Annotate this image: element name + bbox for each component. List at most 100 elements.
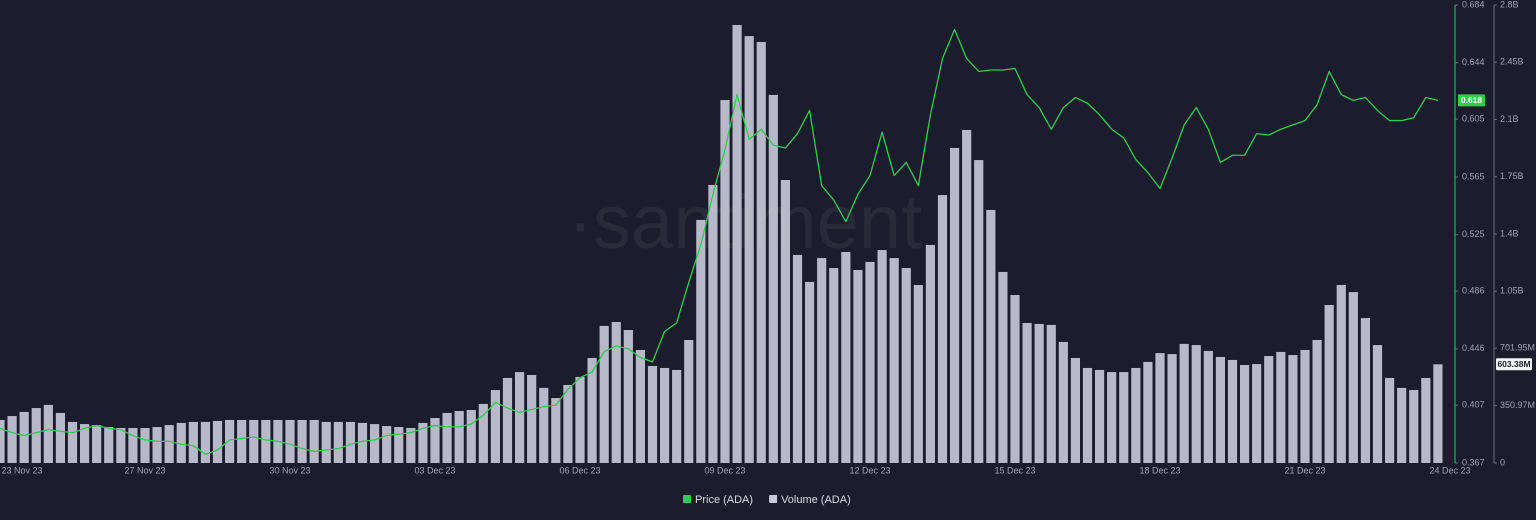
x-tick-label: 15 Dec 23 [994, 465, 1035, 475]
volume-bar [1372, 345, 1383, 463]
volume-bar [732, 24, 742, 463]
volume-bar [430, 418, 440, 463]
volume-bar [659, 367, 670, 463]
volume-bar [1348, 292, 1358, 463]
volume-bar [116, 427, 126, 463]
volume-bar [104, 427, 114, 463]
volume-bar [1107, 372, 1117, 463]
volume-bar [1179, 343, 1189, 463]
volume-bar [176, 422, 186, 463]
volume-bar [1215, 357, 1226, 463]
volume-bar [1034, 323, 1044, 463]
volume-bar [1300, 349, 1310, 463]
x-tick-label: 27 Nov 23 [124, 465, 165, 475]
volume-bar [1433, 364, 1443, 463]
volume-bar [587, 357, 597, 463]
volume-bar [623, 330, 633, 463]
volume-bar [31, 408, 41, 463]
volume-bar [345, 421, 356, 463]
volume-bar [817, 258, 827, 463]
volume-bar [1227, 359, 1238, 463]
volume-bar [780, 180, 791, 463]
y2-tick-label: 0 [1500, 457, 1505, 467]
volume-bar [829, 268, 839, 463]
volume-bar [1082, 367, 1093, 463]
volume-bar [454, 410, 464, 463]
legend-label: Volume (ADA) [781, 494, 851, 506]
x-tick-label: 12 Dec 23 [849, 465, 890, 475]
volume-bar [913, 285, 923, 463]
y-tick-label: 0.525 [1462, 229, 1485, 239]
x-tick-label: 18 Dec 23 [1139, 465, 1180, 475]
volume-bar [865, 261, 875, 463]
volume-bar [962, 129, 972, 463]
volume-bar [382, 426, 392, 463]
y2-tick-label: 2.1B [1500, 114, 1519, 124]
y-tick-label: 0.565 [1462, 171, 1485, 181]
volume-bar [1276, 351, 1286, 463]
volume-bar [684, 339, 694, 463]
y2-tick-label: 2.8B [1500, 0, 1519, 9]
volume-bar [563, 384, 573, 463]
volume-bar [1131, 367, 1141, 463]
x-tick-label: 30 Nov 23 [269, 465, 310, 475]
volume-bar [1421, 377, 1431, 463]
y2-tick-label: 2.45B [1500, 57, 1524, 67]
volume-bar [321, 421, 331, 463]
volume-bar [889, 258, 899, 463]
volume-bar [635, 349, 646, 463]
volume-bar [998, 271, 1008, 463]
volume-bar [611, 322, 621, 463]
volume-bar [551, 398, 561, 463]
y2-tick-label: 350.97M [1500, 400, 1535, 410]
volume-bar [925, 244, 936, 463]
volume-bar [7, 416, 17, 463]
volume-bar [1397, 387, 1407, 463]
volume-bar [792, 254, 803, 463]
volume-bar [1155, 353, 1165, 463]
volume-bar [418, 422, 428, 463]
volume-bar [333, 421, 343, 463]
volume-bar [1070, 357, 1081, 463]
y-tick-label: 0.486 [1462, 285, 1485, 295]
volume-bar [188, 421, 198, 463]
volume-bar [357, 422, 368, 463]
volume-bar [285, 419, 295, 463]
volume-bar [55, 412, 66, 463]
volume-bar [1022, 322, 1032, 463]
volume-bar [140, 427, 150, 463]
volume-bar [1203, 350, 1213, 463]
volume-bar [249, 419, 259, 463]
volume-bar [79, 424, 90, 463]
y2-tick-label: 1.05B [1500, 286, 1524, 296]
volume-bar [224, 419, 235, 463]
volume-bar [696, 219, 706, 463]
volume-bar [442, 412, 452, 463]
x-tick-label: 03 Dec 23 [414, 465, 455, 475]
volume-bar [1167, 354, 1177, 463]
volume-bar [1119, 372, 1129, 463]
volume-bar [720, 100, 730, 463]
volume-bar [1046, 324, 1056, 463]
volume-bar [841, 251, 851, 463]
volume-bar [708, 184, 718, 463]
x-tick-label: 24 Dec 23 [1429, 465, 1470, 475]
volume-bar [152, 427, 162, 463]
y-tick-label: 0.605 [1462, 114, 1485, 124]
volume-bar [369, 424, 380, 463]
volume-bar [466, 410, 476, 463]
volume-bar [261, 419, 271, 463]
volume-bar [672, 369, 682, 463]
volume-bar [575, 376, 585, 463]
volume-bar [237, 419, 247, 463]
volume-bar [1360, 318, 1371, 463]
x-tick-label: 21 Dec 23 [1284, 465, 1325, 475]
volume-bar [986, 209, 996, 463]
volume-bar [949, 147, 960, 463]
volume-bar [1094, 369, 1105, 463]
y-tick-label: 0.684 [1462, 0, 1485, 9]
volume-bar [490, 390, 501, 463]
volume-bar [309, 419, 319, 463]
volume-bar [502, 377, 513, 463]
